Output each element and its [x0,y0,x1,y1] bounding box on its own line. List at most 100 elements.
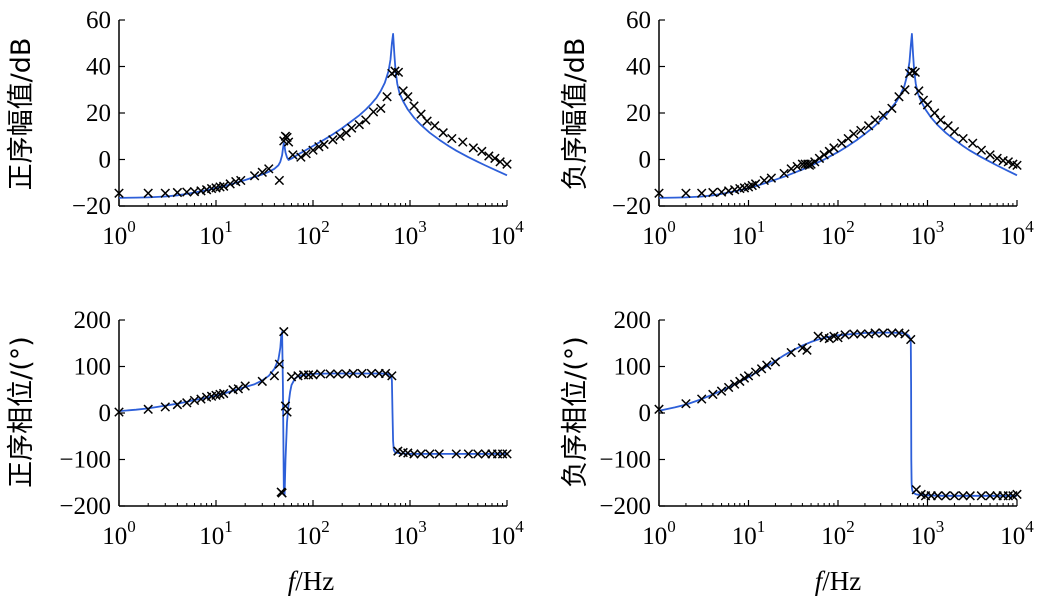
measured-point-neg-mag [654,188,664,198]
measured-point-neg-phase [887,328,897,338]
measured-point-pos-mag [458,137,468,147]
measured-point-pos-mag [354,119,365,130]
measured-point-neg-mag [779,168,789,179]
measured-point-neg-phase [681,398,691,409]
measured-point-neg-phase [708,389,718,400]
y-tick-label-neg-mag: 40 [626,54,651,81]
measured-point-neg-mag [935,115,946,125]
ylabel-pos-phase: 正序相位/(°) [6,336,37,488]
measured-point-pos-mag [225,179,235,189]
measured-point-pos-mag [403,91,413,102]
y-tick-label-pos-mag: 60 [86,7,111,34]
measured-point-neg-phase [729,379,740,389]
xlabel-left-symbol: f [288,566,299,596]
measured-point-neg-phase [849,329,859,339]
measured-point-pos-phase [269,371,280,381]
measured-point-pos-mag [236,175,246,186]
measured-point-neg-mag [829,143,839,153]
measured-point-pos-mag [490,153,500,164]
measured-point-neg-phase [976,491,987,501]
measured-point-pos-phase [277,488,287,498]
measured-point-neg-mag [792,161,802,172]
measured-point-pos-mag [308,145,318,155]
measured-point-pos-mag [296,152,306,162]
model-curve-pos-mag [118,33,508,199]
chart-neg-phase: 负序相位/(°) −200 −100 0 100 200 100 101 102 103 104 [560,307,1034,550]
y-tick-label-neg-phase: −100 [599,447,651,474]
measured-point-neg-mag [819,150,829,160]
measured-point-neg-phase [762,360,772,370]
x-tick-label-neg-phase: 103 [911,517,945,550]
measured-point-pos-phase [497,449,508,459]
measured-point-neg-phase [965,491,975,501]
measured-point-pos-phase [274,359,285,369]
model-curve-pos-phase [118,331,507,496]
measured-point-pos-phase [473,449,483,459]
measured-point-pos-phase [240,381,250,391]
xlabel-right-unit: /Hz [822,566,861,596]
x-tick-label-neg-phase: 104 [1000,517,1034,550]
measured-point-pos-phase [434,449,444,459]
measured-point-neg-phase [856,329,866,339]
measured-point-pos-mag [218,181,229,191]
measured-point-neg-mag [849,129,859,139]
measured-point-neg-phase [906,334,916,345]
x-tick-label-pos-phase: 102 [296,517,330,550]
measured-point-neg-phase [1012,489,1022,500]
measured-point-neg-phase [716,386,727,396]
x-tick-label-pos-mag: 103 [393,217,427,250]
measured-point-pos-phase [325,369,335,379]
measured-point-neg-mag [910,67,920,78]
x-tick-label-neg-mag: 103 [911,217,945,250]
x-tick-label-neg-mag: 102 [821,217,855,250]
y-tick-label-neg-mag: 60 [626,7,651,34]
measured-point-pos-mag [346,123,357,133]
measured-point-pos-mag [301,148,311,159]
measured-point-neg-mag [786,164,796,174]
measured-point-pos-phase [303,370,314,380]
measured-point-pos-mag [114,188,124,198]
measured-point-neg-phase [735,376,745,387]
x-tick-label-pos-mag: 102 [296,217,330,250]
measured-point-pos-mag [143,188,153,198]
measured-point-neg-phase [824,333,835,344]
measured-point-neg-phase [932,491,943,501]
measured-point-neg-phase [958,491,968,501]
measured-point-pos-phase [463,449,474,459]
xlabel-right-symbol: f [815,566,826,596]
measured-point-neg-mag [870,115,880,125]
measured-point-pos-mag [409,101,419,111]
measured-point-pos-mag [430,121,440,131]
measured-point-pos-mag [335,131,345,141]
measured-point-pos-mag [264,164,274,174]
measured-point-pos-mag [283,137,294,147]
measured-point-neg-mag [914,86,924,96]
measured-point-pos-phase [393,446,403,456]
measured-point-pos-mag [361,115,371,125]
xlabel-left: f/Hz [288,566,335,596]
measured-point-pos-phase [143,404,153,415]
measured-point-neg-mag [907,66,918,76]
y-tick-label-pos-phase: 100 [74,354,112,381]
measured-point-pos-mag [376,103,386,114]
measured-point-pos-mag [495,157,505,167]
measured-point-neg-phase [949,491,960,501]
measured-point-neg-phase [985,491,995,501]
measured-point-pos-phase [172,399,183,410]
measured-point-neg-phase [723,382,734,393]
measured-point-neg-mag [1003,157,1014,167]
measured-point-neg-phase [756,364,767,374]
measured-point-pos-phase [233,384,244,394]
measured-point-pos-phase [357,368,367,379]
measured-point-pos-mag [468,143,479,153]
measured-point-neg-mag [824,146,835,157]
ylabel-neg-mag: 负序幅值/dB [560,38,591,191]
measured-point-neg-mag [814,153,825,164]
measured-point-pos-phase [409,449,419,459]
measured-point-neg-mag [708,187,718,198]
y-tick-label-pos-mag: 20 [86,100,111,127]
measured-point-pos-phase [114,407,124,417]
measured-point-pos-mag [215,182,225,192]
measured-point-pos-mag [368,107,379,117]
measured-point-pos-phase [308,370,318,380]
